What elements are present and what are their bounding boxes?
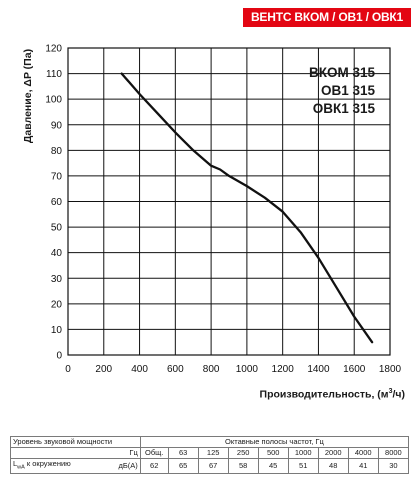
model-label-vkom: ВКОМ 315 (308, 65, 375, 80)
x-tick-label: 800 (203, 364, 220, 375)
series-line (120, 72, 374, 344)
y-tick-label: 60 (51, 197, 63, 208)
series-layer (120, 72, 374, 344)
x-tick-label: 1200 (272, 364, 295, 375)
y-tick-label: 50 (51, 223, 63, 234)
y-tick-label: 40 (51, 248, 63, 259)
x-tick-label: 1800 (379, 364, 402, 375)
x-tick-label: 1000 (236, 364, 259, 375)
freq-cell: 500 (257, 447, 289, 459)
value-cell: 67 (197, 458, 229, 474)
freq-cell: 250 (227, 447, 259, 459)
hz-unit: Гц (72, 447, 141, 459)
freq-cell: 8000 (377, 447, 410, 459)
octave-bands-header: Октавные полосы частот, Гц (139, 436, 410, 448)
y-axis-label: Давление, ΔP (Па) (22, 48, 34, 144)
x-tick-label: 200 (95, 364, 112, 375)
pressure-flow-chart: 0 10 20 30 40 50 60 70 80 90 100 110 120 0 200 400 600 8… (45, 44, 401, 376)
freq-cell: 125 (197, 447, 229, 459)
freq-cell: 1000 (287, 447, 319, 459)
value-cell: 62 (139, 458, 169, 474)
x-axis-label: Производительность, (м3/ч) (259, 388, 405, 401)
chart-grid (67, 47, 391, 356)
y-tick-label: 120 (45, 44, 62, 55)
freq-cell: 63 (167, 447, 199, 459)
total-header: Общ. (139, 447, 169, 459)
sound-power-table: Уровень звуковой мощности Октавные полос… (9, 436, 410, 474)
header-title: ВЕНТС ВКОМ / ОВ1 / ОВК1 (243, 8, 411, 27)
value-cell: 41 (347, 458, 379, 474)
model-label-ovk1: ОВК1 315 (312, 101, 375, 116)
dba-unit: дБ(А) (72, 458, 141, 474)
y-tick-label: 70 (51, 171, 63, 182)
value-cell: 58 (227, 458, 259, 474)
y-tick-label: 80 (51, 146, 63, 157)
y-tick-label: 0 (56, 351, 62, 362)
table-row: LwA к окружению дБ(А) 62 65 67 58 45 51 … (9, 458, 410, 474)
x-tick-label: 400 (131, 364, 148, 375)
value-cell: 45 (257, 458, 289, 474)
value-cell: 48 (317, 458, 349, 474)
y-tick-label: 110 (46, 69, 62, 80)
x-tick-label: 1400 (307, 364, 330, 375)
freq-cell: 2000 (317, 447, 349, 459)
sound-power-label: Уровень звуковой мощности (10, 436, 141, 448)
plot-frame (67, 47, 391, 356)
x-tick-label: 600 (167, 364, 184, 375)
x-axis-ticks: 0 200 400 600 800 1000 1200 1400 1600 1800 (65, 364, 401, 375)
y-tick-label: 20 (51, 299, 63, 310)
model-labels: ВКОМ 315 ОВ1 315 ОВК1 315 (309, 64, 375, 118)
y-tick-label: 10 (51, 325, 63, 336)
value-cell: 30 (377, 458, 410, 474)
y-tick-label: 100 (45, 95, 62, 106)
value-cell: 51 (287, 458, 319, 474)
y-tick-label: 90 (51, 120, 63, 131)
table-row: Уровень звуковой мощности Октавные полос… (10, 436, 410, 448)
y-tick-label: 30 (51, 274, 63, 285)
x-tick-label: 1600 (343, 364, 366, 375)
x-tick-label: 0 (65, 364, 71, 375)
value-cell: 65 (167, 458, 199, 474)
table-row: Гц Общ. 63 125 250 500 1000 2000 4000 80… (9, 447, 410, 459)
freq-cell: 4000 (347, 447, 379, 459)
empty-cell (9, 447, 73, 459)
y-axis-ticks: 0 10 20 30 40 50 60 70 80 90 100 110 120 (45, 44, 62, 362)
model-label-ov1: ОВ1 315 (320, 83, 375, 98)
lwa-label: LwA к окружению (9, 458, 73, 474)
